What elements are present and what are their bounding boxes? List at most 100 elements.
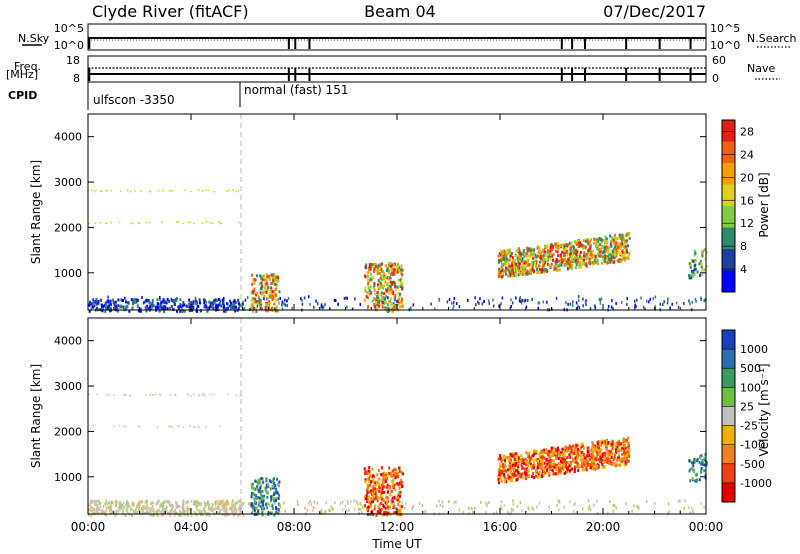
data-cell (100, 511, 103, 515)
data-cell (98, 507, 101, 511)
data-cell (374, 504, 377, 508)
data-cell (173, 301, 176, 305)
data-cell (219, 425, 221, 428)
data-cell (222, 298, 225, 302)
data-cell (512, 268, 515, 272)
data-cell (582, 453, 585, 457)
data-cell (509, 455, 512, 459)
data-cell (393, 298, 396, 302)
data-cell (250, 495, 253, 499)
data-cell (555, 456, 558, 460)
data-cell (504, 480, 507, 484)
data-cell (117, 509, 120, 513)
data-cell (275, 507, 278, 511)
data-cell (606, 511, 609, 515)
data-cell (452, 307, 454, 311)
data-cell (539, 256, 542, 260)
velocity-x-axis: 00:00 04:00 08:00 12:00 16:00 20:00 00:00 (71, 318, 723, 534)
data-cell (545, 458, 548, 462)
data-cell (507, 262, 510, 266)
data-cell (550, 462, 553, 466)
data-cell (105, 302, 108, 306)
data-cell (618, 458, 621, 462)
data-cell (627, 441, 630, 445)
data-cell (531, 252, 534, 256)
data-cell (518, 264, 521, 268)
data-cell (564, 262, 567, 266)
data-cell (388, 300, 391, 304)
data-cell (612, 238, 615, 242)
data-cell (587, 248, 590, 252)
freq-unit: [MHz] (6, 68, 38, 81)
data-cell (202, 393, 205, 395)
data-cell (271, 273, 274, 277)
data-cell (367, 286, 370, 290)
data-cell (614, 236, 617, 240)
data-cell (559, 466, 562, 470)
data-cell (131, 501, 134, 505)
data-cell (567, 448, 570, 452)
data-cell (510, 271, 513, 275)
colorbar-tick-label: -25 (740, 420, 758, 433)
data-cell (252, 291, 255, 295)
data-cell (384, 506, 387, 510)
data-cell (97, 499, 100, 503)
data-cell (554, 447, 557, 451)
data-cell (590, 238, 593, 242)
data-cell (689, 302, 691, 306)
data-cell (550, 264, 553, 268)
data-cell (115, 504, 118, 508)
data-cell (390, 282, 393, 286)
colorbar-tick-label: -1000 (740, 477, 772, 490)
data-cell (93, 190, 96, 193)
data-cell (534, 253, 537, 257)
data-cell (193, 500, 196, 504)
data-cell (389, 499, 392, 503)
data-cell (396, 285, 399, 289)
data-cell (278, 290, 281, 294)
data-cell (179, 511, 182, 515)
data-cell (510, 269, 513, 273)
data-cell (387, 306, 390, 310)
data-cell (381, 303, 384, 307)
data-cell (601, 453, 604, 457)
data-cell (519, 296, 522, 300)
data-cell (447, 511, 449, 515)
data-cell (584, 254, 587, 258)
data-cell (587, 450, 590, 454)
data-cell (618, 441, 621, 445)
data-cell (273, 273, 276, 277)
colorbar-tick-label: 100 (740, 381, 761, 394)
data-cell (108, 394, 111, 397)
data-cell (255, 293, 258, 297)
data-cell (329, 307, 331, 311)
data-cell (515, 249, 518, 253)
data-cell (372, 499, 375, 503)
data-cell (521, 458, 524, 462)
data-cell (553, 472, 556, 476)
data-cell (253, 493, 256, 497)
data-cell (168, 500, 171, 504)
data-cell (382, 503, 385, 507)
data-cell (634, 303, 636, 307)
colorbar-frame (721, 329, 736, 503)
data-cell (569, 265, 572, 269)
data-cell (368, 292, 371, 296)
data-cell (242, 513, 245, 517)
data-cell (614, 242, 617, 246)
data-cell (391, 474, 394, 478)
data-cell (90, 302, 93, 306)
data-cell (566, 264, 569, 268)
data-cell (161, 221, 163, 224)
data-cell (389, 296, 392, 300)
data-cell (197, 501, 200, 505)
data-cell (620, 448, 623, 452)
data-cell (400, 264, 403, 268)
data-cell (396, 471, 399, 475)
data-cell (387, 281, 390, 285)
data-cell (555, 468, 558, 472)
data-cell (622, 234, 625, 238)
data-cell (624, 239, 627, 243)
data-cell (195, 309, 198, 313)
power-ylabel: Slant Range [km] (29, 160, 43, 264)
